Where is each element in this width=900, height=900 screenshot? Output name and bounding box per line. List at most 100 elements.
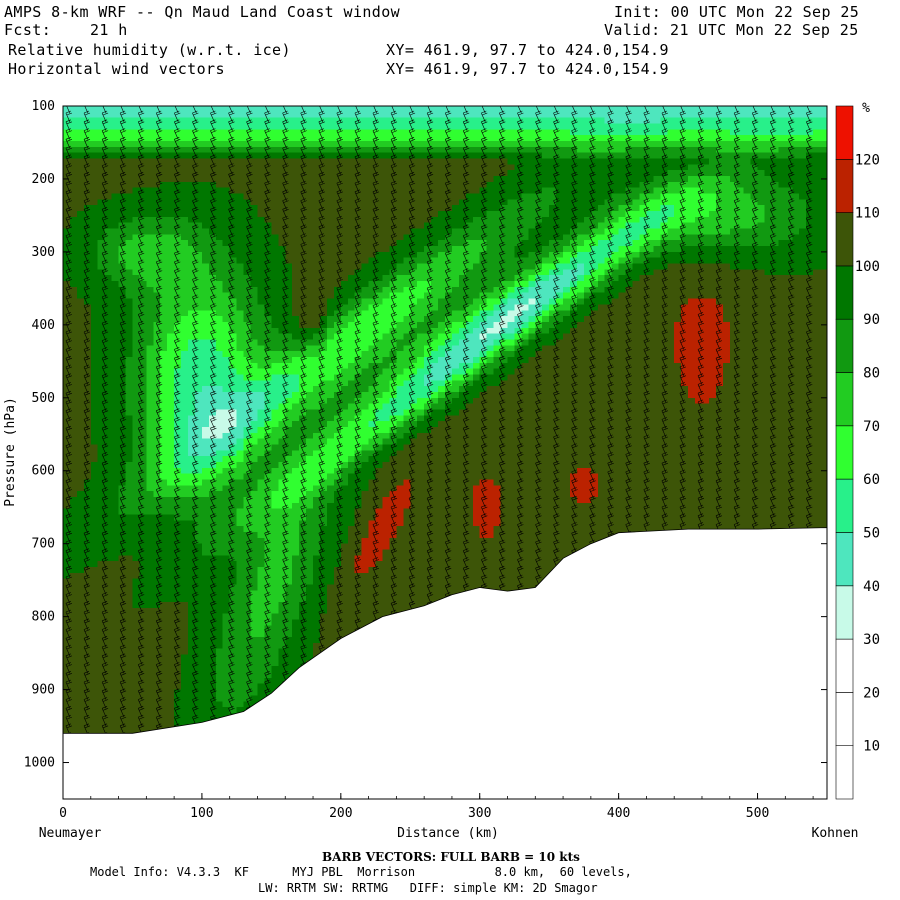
rh-cell: [306, 111, 314, 119]
rh-cell: [195, 286, 203, 294]
rh-cell: [69, 602, 78, 609]
rh-cell: [181, 625, 189, 632]
rh-cell: [139, 584, 147, 591]
rh-cell: [188, 146, 196, 154]
rh-cell: [222, 514, 231, 521]
rh-cell: [167, 508, 175, 516]
rh-cell: [285, 514, 293, 521]
rh-cell: [306, 333, 314, 340]
rh-cell: [229, 526, 238, 533]
rh-cell: [195, 269, 203, 276]
rh-cell: [139, 537, 147, 545]
rh-cell: [181, 333, 189, 340]
rh-cell: [125, 141, 133, 148]
rh-cell: [347, 181, 356, 189]
rh-cell: [181, 397, 189, 405]
rh-cell: [76, 596, 85, 603]
rh-cell: [69, 456, 78, 463]
rh-cell: [195, 584, 203, 591]
rh-cell: [320, 193, 328, 200]
rh-cell: [195, 590, 203, 597]
rh-cell: [104, 427, 113, 434]
rh-cell: [146, 415, 154, 422]
rh-cell: [90, 526, 99, 533]
rh-cell: [195, 216, 203, 224]
rh-cell: [229, 514, 238, 521]
rh-cell: [201, 263, 210, 270]
rh-cell: [76, 514, 85, 521]
rh-cell: [132, 491, 140, 498]
rh-cell: [292, 660, 300, 667]
rh-cell: [347, 502, 356, 510]
rh-cell: [292, 502, 300, 510]
rh-cell: [132, 654, 140, 661]
rh-cell: [340, 176, 349, 183]
rh-cell: [306, 374, 314, 381]
rh-cell: [160, 695, 168, 702]
rh-cell: [229, 386, 238, 393]
rh-cell: [125, 351, 133, 358]
rh-cell: [69, 187, 78, 195]
rh-cell: [222, 642, 231, 650]
rh-cell: [160, 106, 168, 113]
rh-cell: [125, 415, 133, 422]
rh-cell: [181, 584, 189, 591]
rh-cell: [243, 327, 252, 335]
rh-cell: [160, 415, 168, 422]
rh-cell: [243, 683, 252, 691]
rh-cell: [174, 123, 182, 130]
rh-cell: [160, 403, 168, 410]
rh-cell: [181, 403, 189, 410]
rh-cell: [278, 520, 286, 527]
rh-cell: [167, 590, 175, 597]
rh-cell: [201, 712, 210, 720]
rh-cell: [160, 170, 168, 177]
rh-cell: [111, 532, 120, 539]
rh-cell: [278, 532, 286, 539]
rh-cell: [90, 181, 99, 189]
rh-cell: [236, 479, 245, 486]
rh-cell: [236, 508, 245, 516]
rh-cell: [320, 234, 328, 241]
rh-cell: [83, 561, 92, 568]
rh-cell: [201, 607, 210, 615]
rh-cell: [153, 403, 161, 410]
rh-cell: [208, 654, 217, 661]
rh-cell: [132, 345, 140, 352]
rh-cell: [167, 660, 175, 667]
rh-cell: [222, 427, 231, 434]
rh-cell: [285, 111, 293, 119]
rh-cell: [104, 129, 113, 136]
rh-cell: [278, 590, 286, 597]
rh-cell: [167, 462, 175, 469]
rh-cell: [132, 660, 140, 667]
rh-cell: [132, 672, 140, 679]
rh-cell: [257, 193, 265, 200]
rh-cell: [104, 607, 113, 615]
rh-cell: [236, 170, 245, 177]
rh-cell: [69, 427, 78, 434]
rh-cell: [174, 462, 182, 469]
rh-cell: [201, 561, 210, 568]
rh-cell: [222, 683, 231, 691]
rh-cell: [90, 642, 99, 650]
rh-cell: [250, 555, 258, 562]
rh-cell: [104, 677, 113, 685]
rh-cell: [201, 444, 210, 451]
rh-cell: [243, 415, 252, 422]
rh-cell: [201, 677, 210, 685]
rh-cell: [188, 106, 196, 113]
rh-cell: [326, 502, 335, 510]
rh-cell: [236, 619, 245, 626]
rh-cell: [188, 491, 196, 498]
rh-cell: [167, 251, 175, 259]
rh-cell: [306, 403, 314, 410]
rh-cell: [222, 473, 231, 481]
rh-cell: [271, 368, 279, 375]
rh-cell: [313, 386, 321, 393]
rh-cell: [132, 689, 140, 696]
rh-cell: [153, 187, 161, 195]
rh-cell: [299, 286, 307, 294]
rh-cell: [326, 462, 335, 469]
rh-cell: [160, 263, 168, 270]
